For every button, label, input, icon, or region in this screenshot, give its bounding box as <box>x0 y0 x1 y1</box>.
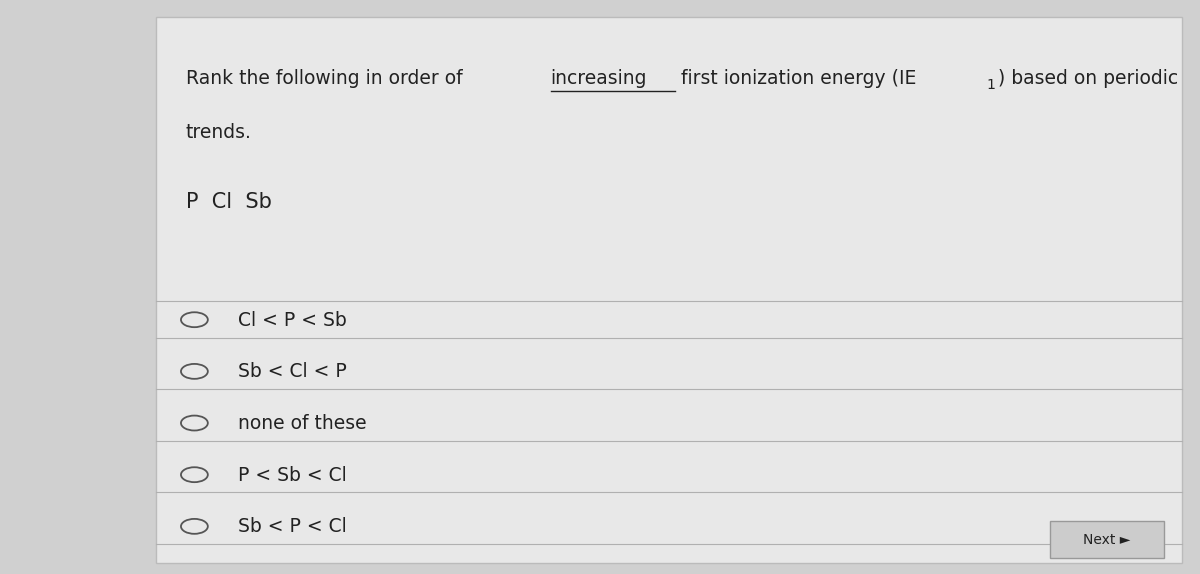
Text: Sb < P < Cl: Sb < P < Cl <box>238 517 347 536</box>
Text: Next ►: Next ► <box>1082 533 1130 546</box>
Text: increasing: increasing <box>551 69 647 88</box>
Text: Rank the following in order of: Rank the following in order of <box>186 69 469 88</box>
Text: first ionization energy (IE: first ionization energy (IE <box>676 69 917 88</box>
Text: trends.: trends. <box>186 123 252 142</box>
Text: Cl < P < Sb: Cl < P < Sb <box>238 311 347 329</box>
FancyBboxPatch shape <box>1050 521 1164 558</box>
Text: P < Sb < Cl: P < Sb < Cl <box>238 466 347 484</box>
Text: P  Cl  Sb: P Cl Sb <box>186 192 272 212</box>
Text: 1: 1 <box>986 78 996 92</box>
FancyBboxPatch shape <box>156 17 1182 563</box>
Text: Sb < Cl < P: Sb < Cl < P <box>238 362 347 381</box>
Text: none of these: none of these <box>238 414 366 433</box>
Text: ) based on periodic: ) based on periodic <box>998 69 1178 88</box>
